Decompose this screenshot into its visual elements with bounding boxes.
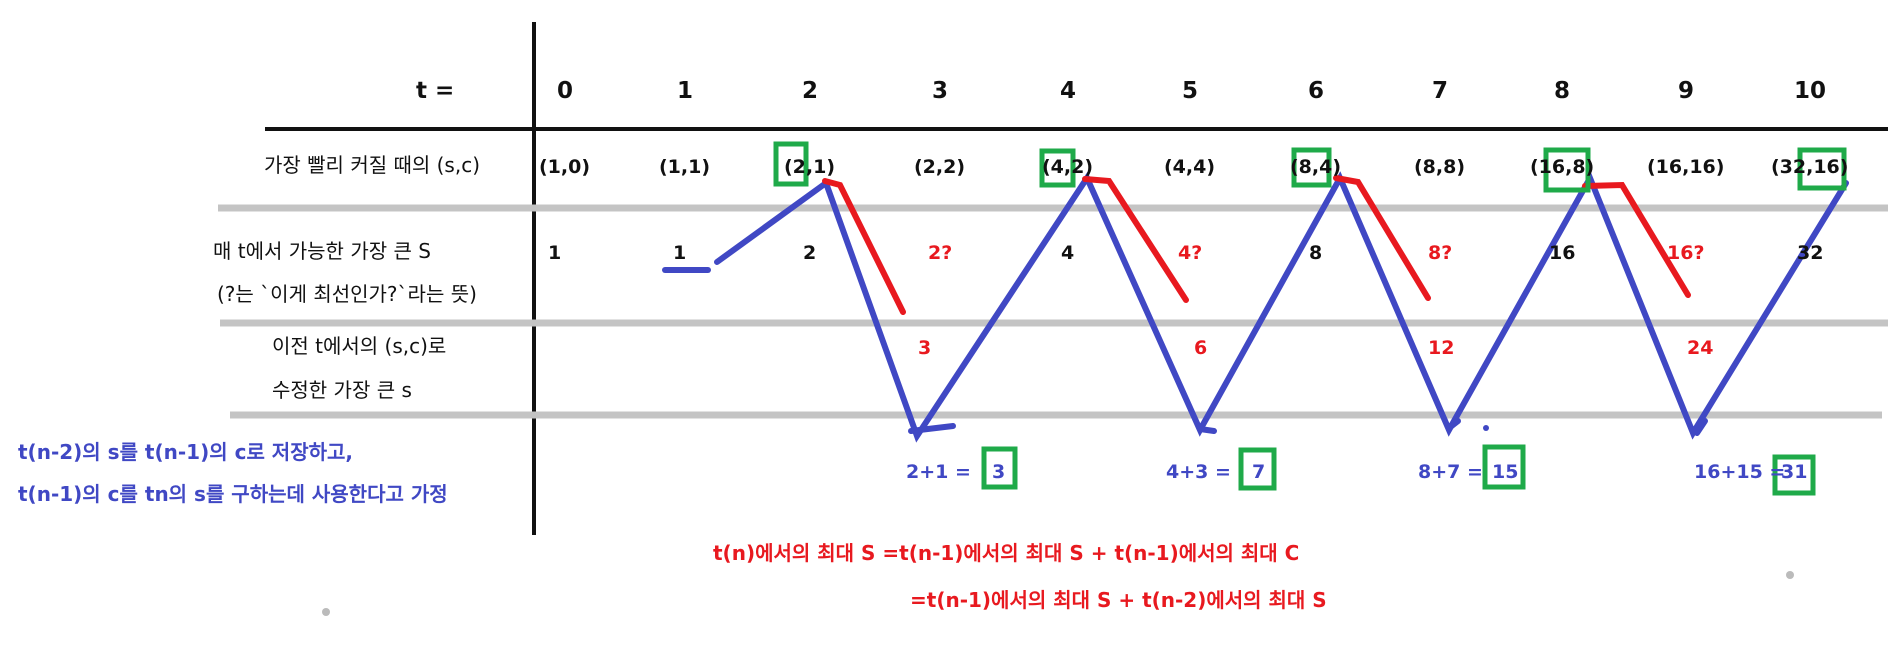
red-stroke bbox=[1082, 176, 1189, 303]
blue-stroke bbox=[1446, 418, 1461, 431]
t-value-0: 0 bbox=[557, 78, 574, 104]
max-s-row-note: (?는 `이게 최선인가?`라는 뜻) bbox=[217, 282, 477, 306]
fastest-sc-value: (4,4) bbox=[1164, 156, 1216, 178]
stray-dot bbox=[1786, 571, 1794, 579]
max-s-value: 16 bbox=[1549, 242, 1576, 264]
max-s-value: 8 bbox=[1309, 242, 1323, 264]
modified-row-label: 이전 t에서의 (s,c)로 bbox=[272, 334, 447, 358]
modified-s-value: 24 bbox=[1687, 337, 1714, 359]
sum-result: 7 bbox=[1252, 461, 1266, 483]
t-value-2: 2 bbox=[802, 78, 819, 104]
t-header-label: t = bbox=[416, 78, 455, 104]
max-s-value: 8? bbox=[1428, 242, 1453, 264]
fastest-sc-value: (1,0) bbox=[539, 156, 591, 178]
blue-stroke bbox=[908, 423, 956, 434]
fastest-sc-value: (1,1) bbox=[659, 156, 711, 178]
green-highlight-box bbox=[1039, 148, 1076, 188]
t-value-6: 6 bbox=[1308, 78, 1325, 104]
modified-s-value: 3 bbox=[918, 337, 932, 359]
assumption-line-2: t(n-1)의 c를 tn의 s를 구하는데 사용한다고 가정 bbox=[18, 482, 448, 506]
fastest-sc-value: (4,2) bbox=[1042, 156, 1094, 178]
green-highlight-box bbox=[981, 446, 1018, 490]
sum-result: 31 bbox=[1781, 461, 1808, 483]
fastest-sc-value: (2,2) bbox=[914, 156, 966, 178]
blue-zigzag bbox=[823, 171, 1849, 443]
green-highlight-box bbox=[1772, 454, 1816, 496]
blue-stroke bbox=[1694, 418, 1708, 436]
sum-result: 3 bbox=[992, 461, 1006, 483]
stray-dot bbox=[322, 608, 330, 616]
max-s-row-label: 매 t에서 가능한 가장 큰 S bbox=[213, 239, 431, 263]
t-value-3: 3 bbox=[932, 78, 949, 104]
fastest-sc-value: (16,16) bbox=[1647, 156, 1725, 178]
max-s-value: 32 bbox=[1797, 242, 1824, 264]
fastest-row-label: 가장 빨리 커질 때의 (s,c) bbox=[264, 153, 481, 177]
red-stroke bbox=[1333, 175, 1431, 301]
sum-result: 15 bbox=[1492, 461, 1519, 483]
green-highlight-box bbox=[1797, 147, 1847, 191]
green-highlight-box bbox=[1238, 447, 1277, 491]
max-s-value: 1 bbox=[548, 242, 562, 264]
blue-stroke bbox=[714, 180, 829, 265]
formula-line-1: t(n)에서의 최대 S =t(n-1)에서의 최대 S + t(n-1)에서의… bbox=[713, 541, 1300, 565]
sum-expression: 16+15 = bbox=[1694, 461, 1786, 483]
max-s-value: 2? bbox=[928, 242, 953, 264]
modified-s-value: 12 bbox=[1428, 337, 1455, 359]
max-s-value: 1 bbox=[673, 242, 687, 264]
t-value-4: 4 bbox=[1060, 78, 1077, 104]
green-highlight-box bbox=[1543, 147, 1591, 193]
assumption-line-1: t(n-2)의 s를 t(n-1)의 c로 저장하고, bbox=[18, 440, 354, 464]
green-highlight-box bbox=[773, 141, 809, 187]
fastest-sc-value: (2,1) bbox=[784, 156, 836, 178]
red-stroke bbox=[1582, 181, 1691, 298]
t-value-10: 10 bbox=[1794, 78, 1827, 104]
modified-s-value: 6 bbox=[1194, 337, 1208, 359]
green-highlight-box bbox=[1291, 147, 1332, 188]
t-value-1: 1 bbox=[677, 78, 694, 104]
formula-line-2: =t(n-1)에서의 최대 S + t(n-2)에서의 최대 S bbox=[910, 588, 1327, 612]
t-value-7: 7 bbox=[1432, 78, 1449, 104]
fastest-sc-value: (32,16) bbox=[1771, 156, 1849, 178]
max-s-value: 4 bbox=[1061, 242, 1075, 264]
t-value-5: 5 bbox=[1182, 78, 1199, 104]
sum-expression: 4+3 = bbox=[1166, 461, 1231, 483]
t-value-9: 9 bbox=[1678, 78, 1695, 104]
max-s-value: 2 bbox=[803, 242, 817, 264]
fastest-sc-value: (16,8) bbox=[1530, 156, 1595, 178]
sum-expression: 8+7 = bbox=[1418, 461, 1483, 483]
stray-dot bbox=[1483, 425, 1489, 431]
fastest-sc-value: (8,4) bbox=[1290, 156, 1342, 178]
green-highlight-box bbox=[1482, 444, 1526, 490]
sum-expression: 2+1 = bbox=[906, 461, 971, 483]
fastest-sc-value: (8,8) bbox=[1414, 156, 1466, 178]
modified-row-label-2: 수정한 가장 큰 s bbox=[272, 378, 412, 402]
blue-stroke bbox=[1197, 426, 1217, 434]
max-s-value: 4? bbox=[1178, 242, 1203, 264]
max-s-value: 16? bbox=[1667, 242, 1705, 264]
red-stroke bbox=[822, 178, 906, 315]
t-value-8: 8 bbox=[1554, 78, 1571, 104]
